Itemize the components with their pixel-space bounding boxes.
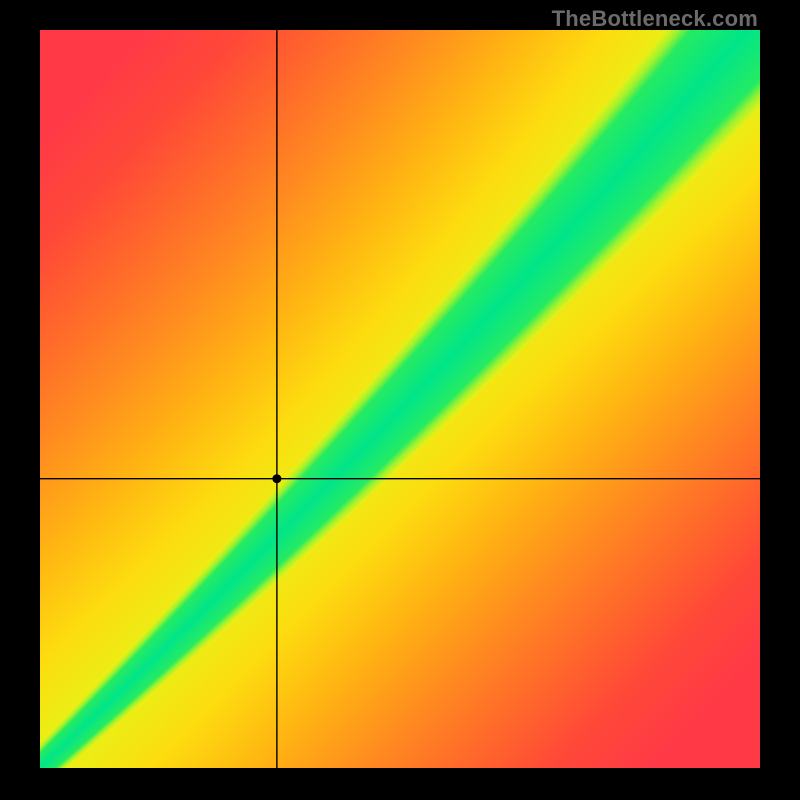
watermark-text: TheBottleneck.com <box>552 6 758 32</box>
chart-container: { "watermark": { "text": "TheBottleneck.… <box>0 0 800 800</box>
bottleneck-heatmap <box>40 30 760 768</box>
